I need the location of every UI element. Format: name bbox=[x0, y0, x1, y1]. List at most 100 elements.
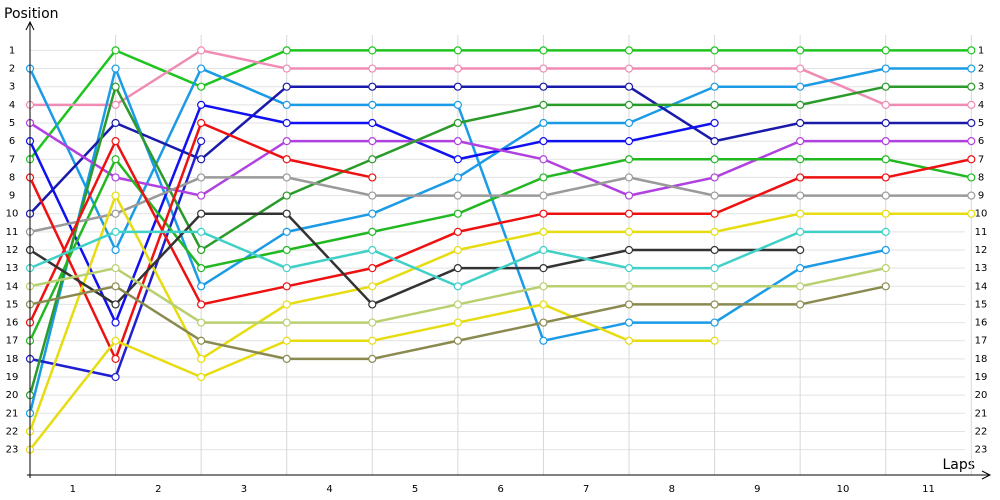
point bbox=[710, 227, 719, 236]
point bbox=[796, 209, 805, 218]
point bbox=[282, 100, 291, 109]
y-tick-label: 17 bbox=[6, 336, 19, 347]
point bbox=[453, 336, 462, 345]
point bbox=[710, 64, 719, 73]
point bbox=[453, 137, 462, 146]
point bbox=[453, 100, 462, 109]
series-line bbox=[29, 48, 972, 161]
point bbox=[710, 245, 719, 255]
x-tick-label: 7 bbox=[583, 484, 589, 495]
point bbox=[197, 191, 206, 200]
point bbox=[197, 173, 206, 182]
point bbox=[881, 264, 890, 273]
point bbox=[539, 245, 548, 255]
y-tick-label: 12 bbox=[6, 245, 19, 256]
point bbox=[624, 336, 634, 345]
point bbox=[368, 264, 377, 273]
point bbox=[710, 300, 719, 309]
y-tick-label: 3 bbox=[9, 82, 15, 93]
point bbox=[368, 82, 377, 91]
point bbox=[282, 264, 291, 273]
point bbox=[111, 318, 120, 327]
series-line bbox=[28, 83, 972, 396]
point bbox=[539, 173, 548, 182]
x-axis-label: Laps bbox=[942, 457, 975, 473]
point bbox=[796, 264, 805, 273]
point bbox=[453, 173, 462, 182]
point bbox=[197, 264, 206, 273]
point bbox=[967, 64, 976, 73]
y-tick-label-right: 14 bbox=[975, 281, 988, 292]
point bbox=[624, 100, 634, 109]
point bbox=[881, 64, 890, 73]
point bbox=[111, 354, 120, 363]
point bbox=[710, 155, 719, 164]
point bbox=[967, 137, 976, 146]
point bbox=[282, 354, 291, 363]
x-tick-label: 11 bbox=[922, 484, 935, 495]
point bbox=[710, 191, 719, 200]
point bbox=[539, 155, 548, 164]
point bbox=[111, 282, 120, 291]
point bbox=[368, 191, 377, 200]
markers bbox=[25, 46, 976, 454]
point bbox=[368, 300, 377, 309]
y-axis-label: Position bbox=[4, 6, 59, 22]
y-tick-label: 11 bbox=[6, 227, 19, 238]
point bbox=[710, 118, 719, 128]
series-line bbox=[29, 85, 972, 215]
x-tick-label: 8 bbox=[669, 484, 675, 495]
point bbox=[881, 118, 890, 128]
point bbox=[796, 118, 805, 128]
point bbox=[282, 209, 291, 218]
point bbox=[710, 209, 719, 218]
point bbox=[197, 372, 206, 382]
point bbox=[453, 264, 462, 273]
y-tick-label-right: 8 bbox=[978, 172, 984, 183]
point bbox=[624, 82, 634, 91]
point bbox=[881, 245, 890, 255]
point bbox=[453, 82, 462, 91]
y-tick-label: 5 bbox=[9, 118, 15, 129]
point bbox=[796, 64, 805, 73]
x-tick-label: 4 bbox=[326, 484, 332, 495]
point bbox=[111, 64, 120, 73]
y-tick-label: 22 bbox=[6, 426, 19, 437]
point bbox=[796, 173, 805, 182]
y-tick-label-right: 20 bbox=[975, 390, 988, 401]
point bbox=[453, 118, 462, 128]
point bbox=[197, 318, 206, 327]
y-tick-label-right: 7 bbox=[978, 154, 984, 165]
point bbox=[197, 209, 206, 218]
point bbox=[282, 82, 291, 91]
point bbox=[453, 245, 462, 255]
point bbox=[111, 191, 120, 200]
x-tick-label: 5 bbox=[412, 484, 418, 495]
point bbox=[111, 118, 120, 128]
point bbox=[881, 100, 890, 109]
point bbox=[453, 155, 462, 164]
x-tick-label: 2 bbox=[155, 484, 161, 495]
y-tick-label: 6 bbox=[9, 136, 15, 147]
y-tick-label-right: 1 bbox=[978, 45, 984, 56]
point bbox=[539, 300, 548, 309]
x-tick-label: 10 bbox=[837, 484, 850, 495]
point bbox=[881, 155, 890, 164]
point bbox=[624, 264, 634, 273]
point bbox=[624, 209, 634, 218]
point bbox=[282, 191, 291, 200]
point bbox=[197, 82, 206, 91]
point bbox=[111, 82, 120, 91]
point bbox=[453, 227, 462, 236]
point bbox=[368, 318, 377, 327]
point bbox=[282, 300, 291, 309]
series-line bbox=[29, 176, 972, 234]
y-tick-label: 2 bbox=[9, 64, 15, 75]
point bbox=[368, 64, 377, 73]
point bbox=[539, 100, 548, 109]
y-tick-label: 8 bbox=[9, 172, 15, 183]
y-tick-label-right: 6 bbox=[978, 136, 984, 147]
point bbox=[539, 264, 548, 273]
point bbox=[796, 46, 805, 55]
